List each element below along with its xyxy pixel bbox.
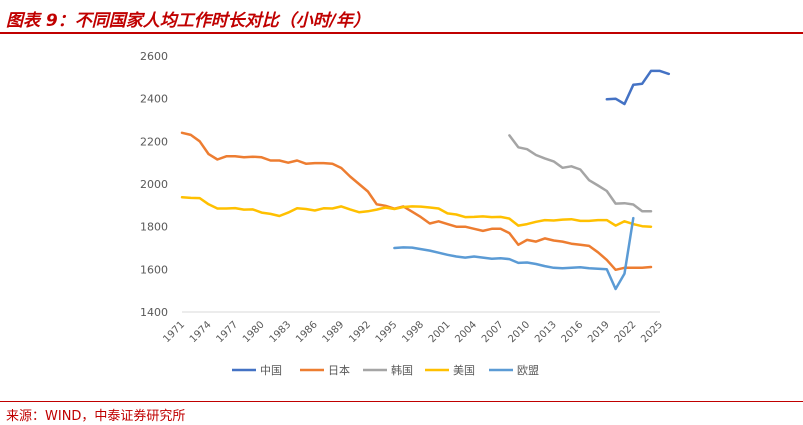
y-tick-label: 2000 [140, 178, 168, 191]
y-tick-label: 2400 [140, 93, 168, 106]
series-line-2 [180, 131, 653, 272]
y-tick-label: 2200 [140, 135, 168, 148]
legend-label: 美国 [453, 364, 475, 377]
legend-label: 韩国 [391, 363, 413, 377]
x-tick-label: 1977 [214, 319, 240, 345]
series-line-5 [393, 216, 635, 291]
source-note: 来源：WIND，中泰证券研究所 [6, 409, 186, 424]
x-tick-label: 2010 [506, 319, 532, 345]
legend-label: 中国 [260, 364, 282, 377]
x-tick-label: 1995 [374, 319, 400, 345]
x-tick-label: 2019 [586, 319, 612, 345]
legend-label: 日本 [328, 363, 350, 377]
x-tick-label: 1980 [241, 319, 267, 345]
x-tick-label: 2025 [639, 319, 665, 345]
footer-divider [0, 401, 803, 402]
x-tick-label: 1971 [161, 319, 187, 345]
series-line-4 [180, 195, 653, 228]
legend-label: 欧盟 [517, 364, 539, 377]
x-tick-label: 2016 [560, 319, 586, 345]
x-tick-label: 2022 [613, 319, 639, 345]
y-tick-label: 1600 [140, 263, 168, 276]
figure-title: 图表 9：不同国家人均工作时长对比（小时/年） [6, 11, 370, 31]
x-tick-label: 2013 [533, 319, 559, 345]
x-tick-label: 1983 [268, 319, 294, 345]
series-line-3 [508, 134, 653, 213]
x-tick-label: 1989 [321, 319, 347, 345]
x-tick-label: 1992 [347, 319, 373, 345]
series-line-1 [605, 69, 671, 106]
x-tick-label: 1998 [400, 319, 426, 345]
x-tick-label: 1974 [188, 319, 214, 345]
x-tick-label: 1986 [294, 319, 320, 345]
y-tick-label: 1800 [140, 221, 168, 234]
x-tick-label: 2001 [427, 319, 453, 345]
y-tick-label: 2600 [140, 50, 168, 63]
title-divider [0, 32, 803, 34]
x-tick-label: 2007 [480, 319, 506, 345]
x-tick-label: 2004 [453, 319, 479, 345]
y-tick-label: 1400 [140, 306, 168, 319]
